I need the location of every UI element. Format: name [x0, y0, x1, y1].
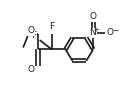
Text: O: O	[27, 26, 34, 35]
Text: O: O	[27, 65, 34, 74]
Text: +: +	[93, 27, 99, 33]
Text: O: O	[107, 28, 114, 37]
Text: −: −	[112, 26, 118, 35]
Text: F: F	[32, 31, 37, 40]
Text: F: F	[50, 22, 55, 31]
Text: N: N	[89, 28, 96, 37]
Text: O: O	[90, 12, 97, 21]
